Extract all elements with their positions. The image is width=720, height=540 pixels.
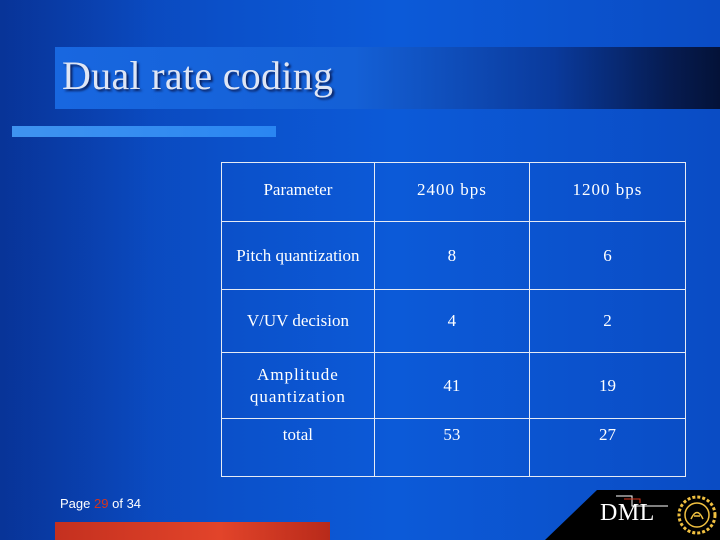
page-current: 29 [94,496,109,511]
table-row: Amplitude quantization 41 19 [221,352,687,419]
row-label-cell: V/UV decision [221,289,375,353]
header-cell-1200bps: 1200 bps [528,162,687,222]
value-cell-2400: 41 [373,352,530,419]
accent-bar [12,126,276,137]
table-row: Pitch quantization 8 6 [221,221,687,290]
value-cell-1200: 6 [528,221,687,290]
value-cell-2400: 8 [373,221,530,290]
row-label-cell: Amplitude quantization [221,352,375,419]
university-seal-icon [677,495,717,535]
logo-text: DML [600,500,655,526]
value-cell-1200: 2 [528,289,687,353]
bottom-accent-bar [55,522,330,540]
page-total: 34 [126,496,142,511]
table-header-row: Parameter 2400 bps 1200 bps [221,162,687,222]
row-label-cell: total [221,418,375,477]
page-label-of: of [112,496,123,511]
value-cell-1200: 19 [528,352,687,419]
value-cell-2400: 53 [373,418,530,477]
page-label-prefix: Page [60,496,91,511]
header-cell-parameter: Parameter [221,162,375,222]
value-cell-1200: 27 [528,418,687,477]
parameter-table: Parameter 2400 bps 1200 bps Pitch quanti… [221,162,687,477]
logo-lines-icon [616,495,668,507]
slide-title: Dual rate coding [62,53,334,98]
title-band [55,47,720,109]
value-cell-2400: 4 [373,289,530,353]
table-row: V/UV decision 4 2 [221,289,687,353]
page-number: Page 29 of 34 [60,496,141,511]
table-total-row: total 53 27 [221,418,687,477]
row-label-cell: Pitch quantization [221,221,375,290]
header-cell-2400bps: 2400 bps [373,162,530,222]
